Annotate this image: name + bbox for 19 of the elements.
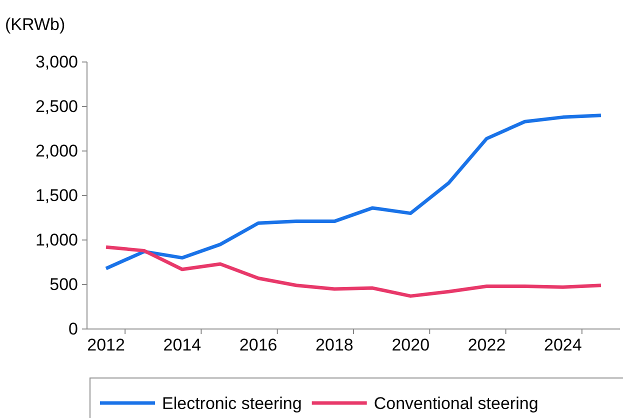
line-series	[104, 114, 603, 270]
x-tick-label: 2016	[239, 336, 278, 355]
x-tick-label: 2020	[392, 336, 430, 355]
legend-label: Conventional steering	[374, 394, 538, 413]
line-series	[104, 245, 603, 298]
y-axis-title: (KRWb)	[5, 15, 66, 34]
x-tick-label: 2022	[468, 336, 506, 355]
x-tick-label: 2024	[544, 336, 582, 355]
y-tick-label: 500	[50, 274, 78, 294]
y-tick-label: 0	[68, 319, 78, 338]
x-tick-label: 2014	[163, 336, 202, 355]
y-tick-label: 2,000	[35, 141, 78, 160]
y-tick-label: 2,500	[35, 96, 78, 116]
y-tick-label: 1,500	[35, 186, 78, 205]
y-tick-label: 3,000	[35, 52, 78, 72]
x-tick-label: 2012	[87, 336, 125, 355]
y-tick-label: 1,000	[35, 230, 78, 250]
x-tick-label: 2018	[316, 336, 354, 355]
legend-label: Electronic steering	[162, 394, 302, 413]
